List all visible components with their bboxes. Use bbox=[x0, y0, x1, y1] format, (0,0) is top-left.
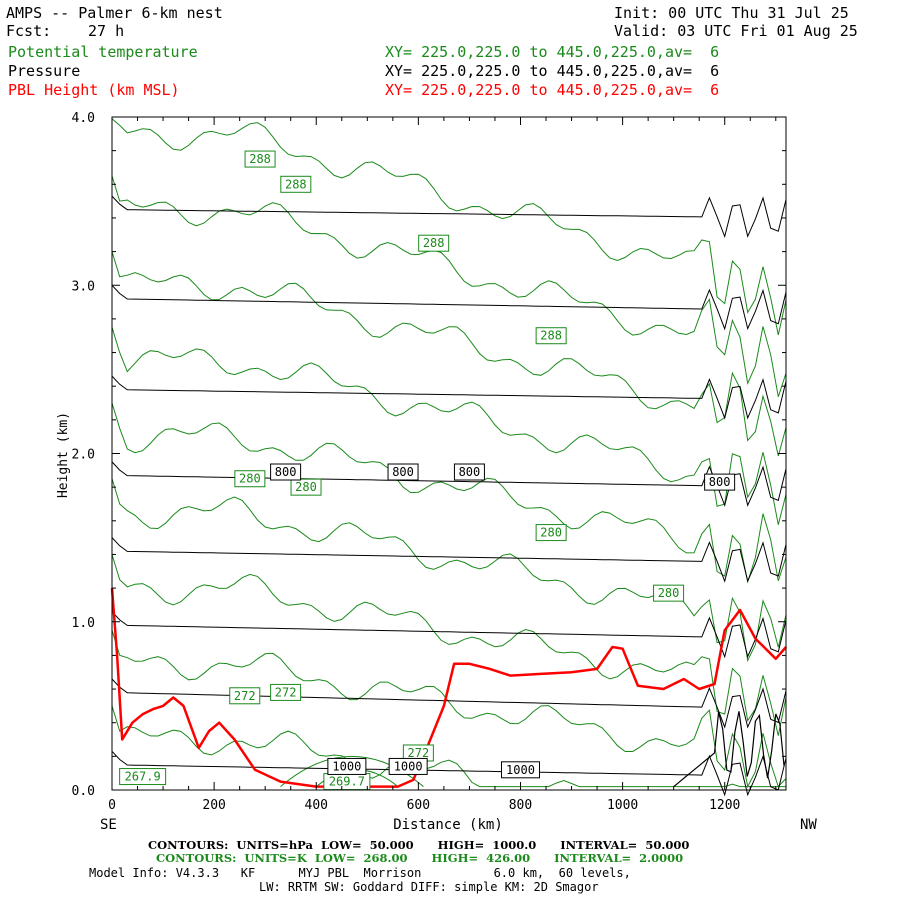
x-tick-label: 800 bbox=[509, 798, 532, 813]
pressure-contour-line bbox=[111, 750, 787, 797]
pressure-contour-label: 800 bbox=[392, 465, 414, 479]
theta-contour-label-box bbox=[229, 687, 261, 705]
theta-contour-label-box bbox=[418, 234, 450, 252]
y-tick-label: 0.0 bbox=[72, 784, 95, 799]
forecast-label: Fcst: bbox=[6, 22, 52, 40]
pressure-contour-label: 1000 bbox=[332, 759, 361, 773]
y-tick-label: 1.0 bbox=[72, 616, 95, 631]
theta-contour-label-box bbox=[535, 524, 567, 542]
field-xy-theta: XY= 225.0,225.0 to 445.0,225.0,av= 6 bbox=[385, 43, 720, 61]
theta-contour-label-box bbox=[653, 584, 685, 602]
pressure-contour-line bbox=[111, 461, 787, 508]
footer-model-info: Model Info: V4.3.3 KF MYJ PBL Morrison 6… bbox=[89, 866, 631, 880]
x-tick-label: 600 bbox=[407, 798, 430, 813]
theta-contour-label: 288 bbox=[249, 152, 271, 166]
field-xy-pressure: XY= 225.0,225.0 to 445.0,225.0,av= 6 bbox=[385, 62, 720, 80]
field-name-theta: Potential temperature bbox=[8, 43, 198, 61]
theta-contour-label: 280 bbox=[239, 472, 261, 486]
pressure-contour-line bbox=[111, 611, 787, 659]
contour-labels: 288 288 288 288 280 280 280 280 272 272 272 269.7 26… bbox=[119, 150, 736, 791]
field-xy-pbl: XY= 225.0,225.0 to 445.0,225.0,av= 6 bbox=[385, 81, 720, 99]
theta-contour-label: 280 bbox=[540, 526, 562, 540]
theta-contour-line bbox=[111, 478, 787, 663]
theta-contour-line bbox=[111, 402, 787, 584]
theta-contour-label-box bbox=[119, 768, 167, 786]
forecast-value: 27 h bbox=[88, 22, 125, 40]
footer-physics-info: LW: RRTM SW: Goddard DIFF: simple KM: 2D… bbox=[259, 880, 599, 894]
pressure-contour-label-box bbox=[704, 473, 736, 491]
y-tick-label: 2.0 bbox=[72, 448, 95, 463]
pressure-contour-line bbox=[111, 537, 787, 583]
pressure-contour-line bbox=[111, 375, 787, 420]
theta-contour-label: 272 bbox=[408, 746, 430, 760]
theta-contour-label-box bbox=[234, 470, 266, 488]
pbl-height-line bbox=[110, 588, 787, 788]
x-tick-label: 200 bbox=[202, 798, 225, 813]
right-end-label: NW bbox=[800, 817, 817, 833]
left-end-label: SE bbox=[100, 817, 117, 833]
y-axis-label: Height (km) bbox=[56, 412, 71, 498]
terrain-line bbox=[673, 711, 785, 788]
theta-contour-label: 288 bbox=[540, 329, 562, 343]
theta-contour-label: 280 bbox=[658, 586, 680, 600]
footer-pressure-contours: CONTOURS: UNITS=hPa LOW= 50.000 HIGH= 10… bbox=[148, 838, 690, 852]
y-tick-label: 4.0 bbox=[72, 111, 95, 126]
theta-contour-label: 272 bbox=[234, 689, 256, 703]
pressure-contours bbox=[111, 195, 787, 797]
theta-contour-label: 288 bbox=[285, 177, 307, 191]
x-tick-label: 400 bbox=[305, 798, 328, 813]
theta-contour-line bbox=[111, 251, 787, 457]
model-title: AMPS -- Palmer 6-km nest bbox=[6, 4, 223, 22]
theta-contour-line bbox=[111, 327, 787, 525]
pbl-height-series bbox=[110, 588, 787, 788]
pressure-contour-label: 800 bbox=[275, 465, 297, 479]
axes: 0 200 400 600 800 1000 1200 0.0 1.0 2.0 3.0 4.0 bbox=[72, 111, 787, 813]
theta-contour-line bbox=[111, 175, 787, 397]
theta-contours bbox=[111, 118, 787, 789]
x-tick-label: 1200 bbox=[709, 798, 740, 813]
theta-contour-label: 272 bbox=[275, 685, 297, 699]
theta-contour-label-box bbox=[290, 478, 322, 496]
theta-contour-label-box bbox=[270, 683, 302, 701]
x-tick-label: 1000 bbox=[607, 798, 638, 813]
theta-contour-line bbox=[111, 554, 787, 736]
theta-contour-label: 280 bbox=[295, 480, 317, 494]
valid-time: Valid: 03 UTC Fri 01 Aug 25 bbox=[614, 22, 858, 40]
theta-contour-label: 269.7 bbox=[329, 775, 365, 789]
pressure-contour-line bbox=[111, 678, 787, 729]
pressure-contour-line bbox=[111, 284, 787, 331]
pressure-contour-label-box bbox=[388, 757, 428, 775]
y-tick-label: 3.0 bbox=[72, 279, 95, 294]
x-axis-label: Distance (km) bbox=[393, 817, 503, 833]
footer-theta-contours: CONTOURS: UNITS=K LOW= 268.00 HIGH= 426.… bbox=[156, 851, 684, 865]
theta-contour-label: 288 bbox=[423, 236, 445, 250]
pressure-contour-label: 800 bbox=[709, 475, 731, 489]
pressure-contour-label-box bbox=[500, 761, 540, 779]
pressure-contour-label-box bbox=[327, 757, 367, 775]
pressure-contour-label: 1000 bbox=[394, 759, 423, 773]
x-tick-label: 0 bbox=[108, 798, 116, 813]
field-name-pbl: PBL Height (km MSL) bbox=[8, 81, 180, 99]
pressure-contour-line bbox=[111, 195, 787, 239]
pressure-contour-label-box bbox=[270, 463, 302, 481]
theta-contour-label: 267.9 bbox=[125, 770, 161, 784]
theta-contour-line bbox=[111, 630, 787, 789]
pressure-contour-label: 800 bbox=[459, 465, 481, 479]
pressure-contour-label-box bbox=[453, 463, 485, 481]
theta-contour-label-box bbox=[280, 175, 312, 193]
pressure-contour-label-box bbox=[387, 463, 419, 481]
init-time: Init: 00 UTC Thu 31 Jul 25 bbox=[614, 4, 849, 22]
theta-contour-line bbox=[111, 118, 787, 336]
theta-contour-label-box bbox=[244, 150, 276, 168]
theta-contour-label-box bbox=[535, 327, 567, 345]
field-name-pressure: Pressure bbox=[8, 62, 81, 80]
pressure-contour-label: 1000 bbox=[506, 763, 535, 777]
